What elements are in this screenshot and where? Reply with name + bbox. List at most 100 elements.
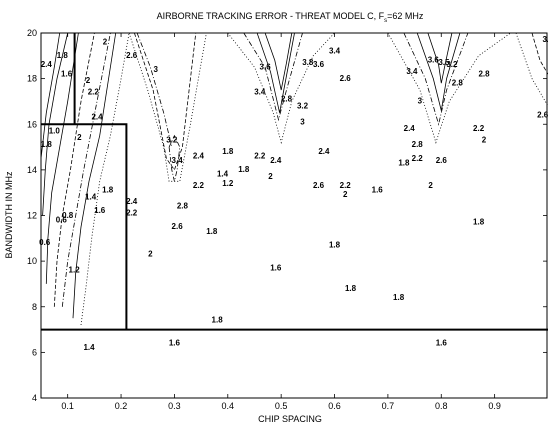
contour-label: 2.8	[281, 94, 293, 103]
contour-label: 3	[153, 65, 158, 74]
chart-title-tail: =62 MHz	[387, 11, 424, 21]
contour-label: 2.2	[473, 124, 485, 133]
y-tick-label: 10	[27, 256, 37, 266]
y-tick-label: 8	[32, 302, 37, 312]
contour-label: 2.6	[313, 181, 325, 190]
contour-label: 1.4	[83, 343, 95, 352]
contour-label: 2.2	[340, 181, 352, 190]
contour-line-3-0	[403, 32, 469, 126]
contour-label: 1.2	[69, 266, 81, 275]
contour-label: 2	[343, 190, 348, 199]
contour-line-1-4	[61, 32, 111, 307]
x-tick-label: 0.1	[61, 401, 74, 411]
contour-label: 0.8	[62, 211, 74, 220]
contour-label: 2.4	[270, 156, 282, 165]
contour-label: 2	[86, 76, 91, 85]
chart-title-subscript: s	[384, 18, 387, 24]
contour-line-3-8	[427, 32, 453, 84]
contour-label: 2.2	[126, 209, 138, 218]
contour-label: 2.8	[412, 140, 424, 149]
y-tick-label: 16	[27, 119, 37, 129]
x-tick-label: 0.2	[115, 401, 128, 411]
contour-label: 2.8	[478, 69, 490, 78]
contour-label: 3.6	[260, 63, 272, 72]
contour-label: 1.0	[49, 126, 61, 135]
contour-label: 2.2	[254, 152, 266, 161]
x-tick-label: 0.3	[168, 401, 181, 411]
x-tick-label: 0.4	[222, 401, 235, 411]
y-tick-label: 12	[27, 211, 37, 221]
contour-label: 1.4	[217, 170, 229, 179]
contour-label: 1.8	[329, 240, 341, 249]
contour-line-0-6	[40, 32, 61, 159]
contour-label: 2	[482, 136, 487, 145]
contour-label: 3.4	[254, 88, 266, 97]
contour-label: 2	[103, 37, 108, 46]
contour-line-3-4	[416, 32, 461, 111]
contour-label: 2.6	[537, 110, 548, 119]
contour-label: 2.2	[412, 154, 424, 163]
contour-label: 3.2	[446, 60, 458, 69]
contour-label: 1.2	[222, 179, 234, 188]
contour-label: 2	[148, 250, 153, 259]
plot-frame	[40, 32, 548, 399]
contour-label: 1.6	[94, 206, 106, 215]
contour-label: 1.8	[206, 227, 218, 236]
contour-line-2-8	[134, 32, 197, 171]
x-tick-label: 0.9	[488, 401, 501, 411]
contour-label: 3	[300, 117, 305, 126]
contour-label: 2.4	[41, 60, 53, 69]
contour-labels: 1.82.40.61.01.81.60.80.61.21.41.61.8222.…	[39, 35, 548, 352]
contour-label: 3.2	[542, 35, 548, 44]
y-tick-label: 14	[27, 165, 37, 175]
contour-line-3-2	[531, 32, 548, 75]
y-tick-label: 6	[32, 347, 37, 357]
contour-line-3-0	[243, 32, 303, 122]
chart-title-main: AIRBORNE TRACKING ERROR - THREAT MODEL C…	[157, 11, 385, 21]
contour-line-2-6	[387, 32, 511, 144]
contour-label: 1.8	[102, 186, 114, 195]
x-tick-label: 0.8	[435, 401, 448, 411]
contour-label: 1.6	[61, 69, 73, 78]
contour-label: 1.4	[85, 193, 97, 202]
contour-label: 1.8	[473, 218, 485, 227]
contour-label: 1.8	[41, 140, 53, 149]
contour-label: 2.4	[91, 113, 103, 122]
contour-label: 1.6	[372, 186, 384, 195]
contour-label: 3.2	[297, 101, 309, 110]
contour-label: 2	[268, 172, 273, 181]
contour-label: 3.4	[406, 67, 418, 76]
contour-label: 3.5	[438, 58, 450, 67]
contour-label: 2.2	[193, 181, 205, 190]
contour-label: 1.8	[393, 293, 405, 302]
contour-label: 2.8	[452, 79, 464, 88]
contour-label: 1.6	[436, 339, 448, 348]
contour-label: 2.4	[126, 197, 138, 206]
y-tick-label: 20	[27, 28, 37, 38]
contour-line-1-2	[53, 32, 95, 307]
contour-label: 3	[418, 97, 423, 106]
contour-label: 2.4	[404, 124, 416, 133]
contour-label: 1.8	[345, 284, 357, 293]
contour-line-3-2	[168, 134, 181, 182]
contour-label: 3.6	[313, 60, 325, 69]
x-tick-label: 0.5	[275, 401, 288, 411]
contour-line-2-6	[128, 32, 207, 182]
y-axis-label: BANDWIDTH IN MHz	[4, 171, 14, 258]
contour-label: 1.8	[222, 147, 234, 156]
contour-label: 1.8	[398, 158, 410, 167]
contour-label: 1.8	[212, 316, 224, 325]
contour-label: 1.8	[238, 165, 250, 174]
y-tick-label: 18	[27, 74, 37, 84]
boundary-line	[41, 123, 128, 330]
x-tick-label: 0.6	[328, 401, 341, 411]
contour-line-2-6	[227, 32, 335, 145]
contour-label: 2.6	[436, 156, 448, 165]
boundary-lines	[41, 33, 548, 331]
contour-label: 3.4	[172, 156, 184, 165]
contour-line-1-0	[45, 32, 79, 284]
contour-label: 2.6	[126, 51, 138, 60]
axis-ticks: 0.1 0.2 0.3 0.4 0.5 0.6 0.7 0.8 0.9 4 6 8 10 12 14 16 18…	[27, 28, 547, 411]
contour-label: 2	[77, 133, 82, 142]
